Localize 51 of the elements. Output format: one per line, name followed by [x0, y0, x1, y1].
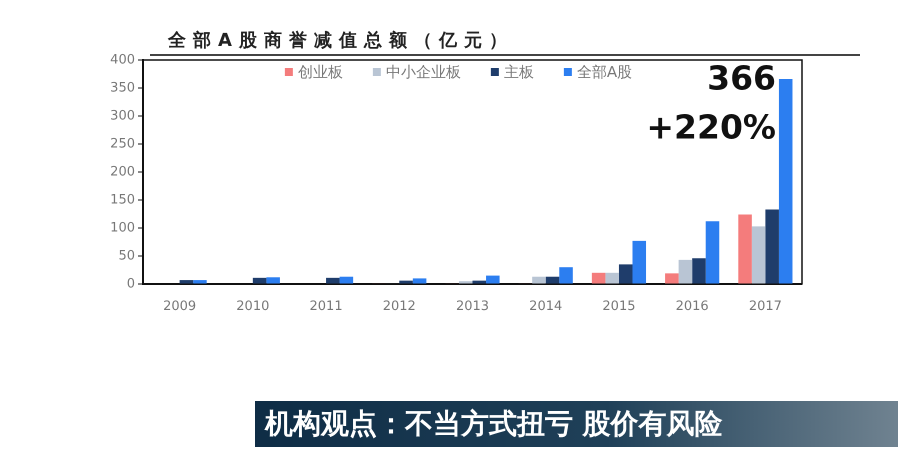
bar — [546, 276, 560, 284]
bar — [266, 277, 280, 284]
y-tick-label: 200 — [110, 164, 135, 180]
bar — [692, 258, 706, 284]
x-tick-label: 2017 — [748, 299, 782, 314]
bar — [618, 264, 632, 284]
legend-label: 全部A股 — [576, 62, 632, 81]
annotation: 366 — [707, 58, 776, 98]
x-tick-label: 2010 — [236, 299, 270, 314]
x-tick-label: 2016 — [676, 299, 709, 314]
bar — [193, 280, 207, 284]
text: 机构观点：不当方式扭亏 股价有风险 — [265, 406, 723, 442]
bar — [778, 79, 792, 284]
bar — [678, 260, 692, 284]
legend-label: 主板 — [504, 62, 534, 81]
y-tick-label: 350 — [110, 80, 135, 96]
y-tick-label: 100 — [110, 220, 135, 236]
bar — [180, 280, 194, 284]
bar — [326, 278, 340, 284]
y-tick-label: 400 — [110, 52, 135, 68]
bar — [472, 280, 486, 284]
bar — [738, 214, 752, 284]
bar — [532, 276, 546, 284]
bar — [592, 272, 606, 284]
bar — [340, 276, 354, 284]
bar — [605, 272, 619, 284]
bar — [252, 278, 266, 284]
y-tick-label: 150 — [110, 192, 135, 208]
x-tick-label: 2012 — [382, 299, 416, 314]
bar — [632, 240, 646, 284]
legend-label: 创业板 — [298, 62, 343, 81]
bar — [706, 221, 720, 284]
annotation: +220% — [646, 108, 776, 147]
bar — [665, 273, 679, 284]
chart-title: 全部A股商誉减值总额（亿元） — [168, 30, 514, 52]
y-tick-label: 0 — [126, 276, 135, 292]
bar — [399, 280, 413, 284]
bar — [559, 267, 573, 284]
x-tick-label: 2009 — [163, 299, 196, 314]
x-tick-label: 2014 — [529, 299, 562, 314]
y-tick-label: 250 — [110, 136, 135, 152]
legend-label: 中小企业板 — [386, 62, 461, 81]
bar — [412, 278, 426, 284]
bar — [486, 276, 500, 284]
x-tick-label: 2015 — [602, 299, 636, 314]
y-tick-label: 300 — [110, 108, 135, 124]
x-tick-label: 2013 — [456, 299, 490, 314]
y-tick-label: 50 — [118, 248, 135, 264]
bar — [765, 210, 779, 284]
x-tick-label: 2011 — [310, 299, 343, 314]
bar — [752, 226, 766, 284]
